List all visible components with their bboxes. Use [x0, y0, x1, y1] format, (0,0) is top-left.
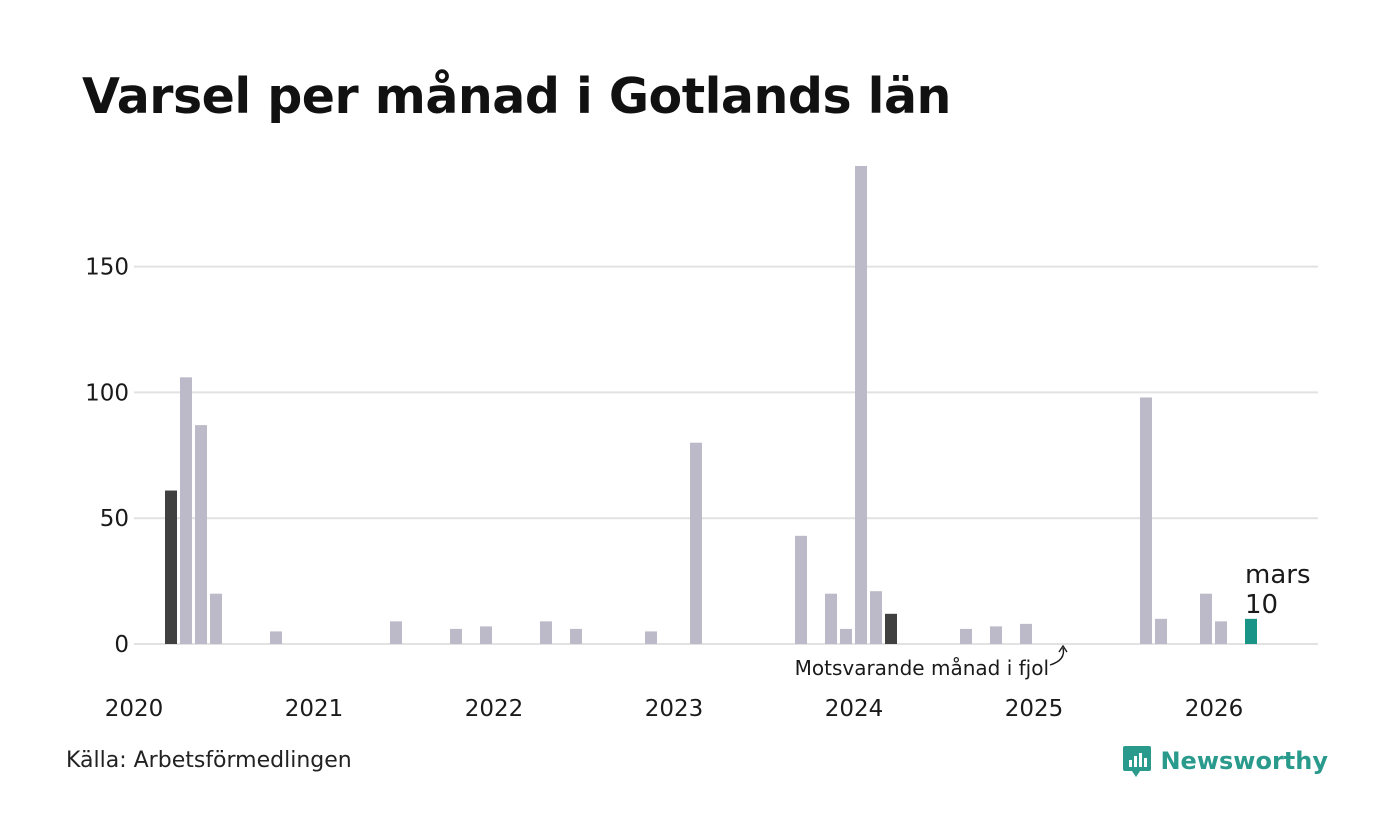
- bar: [1140, 397, 1152, 644]
- bar: [180, 377, 192, 644]
- y-axis-ticks: 0 50 100 150: [85, 255, 129, 658]
- bar: [480, 626, 492, 644]
- brand-logo[interactable]: Newsworthy: [1122, 744, 1328, 778]
- bar: [450, 628, 462, 644]
- annotations: mars 10 Motsvarande månad i fjol: [795, 560, 1311, 680]
- bar-chart: 0 50 100 150 2020 2021 2022 2023 2024 2025 2026 m…: [85, 166, 1318, 722]
- newsworthy-logo-icon: [1123, 746, 1152, 777]
- x-tick-label: 2022: [465, 696, 524, 722]
- bar: [870, 591, 882, 644]
- bar: [270, 631, 282, 644]
- arrow-icon: [1049, 647, 1065, 666]
- grid-lines: [134, 265, 1318, 645]
- x-tick-label: 2024: [825, 696, 884, 722]
- chart-title: Varsel per månad i Gotlands län: [82, 68, 951, 125]
- x-tick-label: 2021: [285, 696, 344, 722]
- bar: [960, 628, 972, 644]
- current-month-label: mars: [1245, 560, 1311, 590]
- bar-current: [1245, 618, 1257, 644]
- bar: [195, 425, 207, 644]
- bar: [645, 631, 657, 644]
- bars: [165, 166, 1257, 644]
- bar: [1215, 621, 1227, 644]
- bar: [840, 628, 852, 644]
- y-tick-label: 150: [85, 255, 129, 281]
- bar: [990, 626, 1002, 644]
- x-tick-label: 2020: [105, 696, 164, 722]
- bar: [540, 621, 552, 644]
- x-tick-label: 2025: [1005, 696, 1064, 722]
- y-tick-label: 50: [100, 506, 129, 532]
- y-tick-label: 100: [85, 380, 129, 406]
- x-axis-ticks: 2020 2021 2022 2023 2024 2025 2026: [105, 696, 1244, 722]
- brand-name: Newsworthy: [1160, 747, 1328, 775]
- bar: [690, 442, 702, 644]
- source-label: Källa: Arbetsförmedlingen: [66, 748, 352, 773]
- last-year-annotation: Motsvarande månad i fjol: [795, 656, 1049, 680]
- current-value-label: 10: [1245, 590, 1278, 620]
- bar: [1155, 618, 1167, 644]
- bar-march: [885, 613, 897, 644]
- bar: [570, 628, 582, 644]
- bar: [825, 593, 837, 644]
- x-tick-label: 2026: [1185, 696, 1244, 722]
- bar: [1200, 593, 1212, 644]
- bar: [210, 593, 222, 644]
- bar: [855, 166, 867, 644]
- bar: [1020, 623, 1032, 644]
- y-tick-label: 0: [114, 632, 129, 658]
- x-tick-label: 2023: [645, 696, 704, 722]
- bar: [795, 535, 807, 644]
- bar: [390, 621, 402, 644]
- arrowhead-icon: [1058, 644, 1068, 653]
- bar-march: [165, 490, 177, 644]
